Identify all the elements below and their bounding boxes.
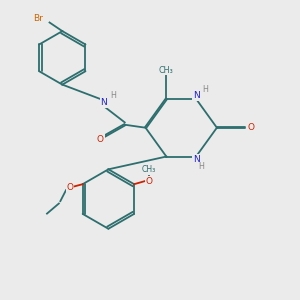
Text: CH₃: CH₃ <box>142 165 156 174</box>
Text: N: N <box>193 155 200 164</box>
Text: O: O <box>97 135 104 144</box>
Text: O: O <box>146 177 152 186</box>
Text: H: H <box>199 162 204 171</box>
Text: N: N <box>100 98 107 107</box>
Text: H: H <box>110 91 116 100</box>
Text: H: H <box>202 85 208 94</box>
Text: O: O <box>66 183 74 192</box>
Text: CH₃: CH₃ <box>159 66 174 75</box>
Text: O: O <box>248 123 255 132</box>
Text: N: N <box>193 91 200 100</box>
Text: Br: Br <box>33 14 43 23</box>
